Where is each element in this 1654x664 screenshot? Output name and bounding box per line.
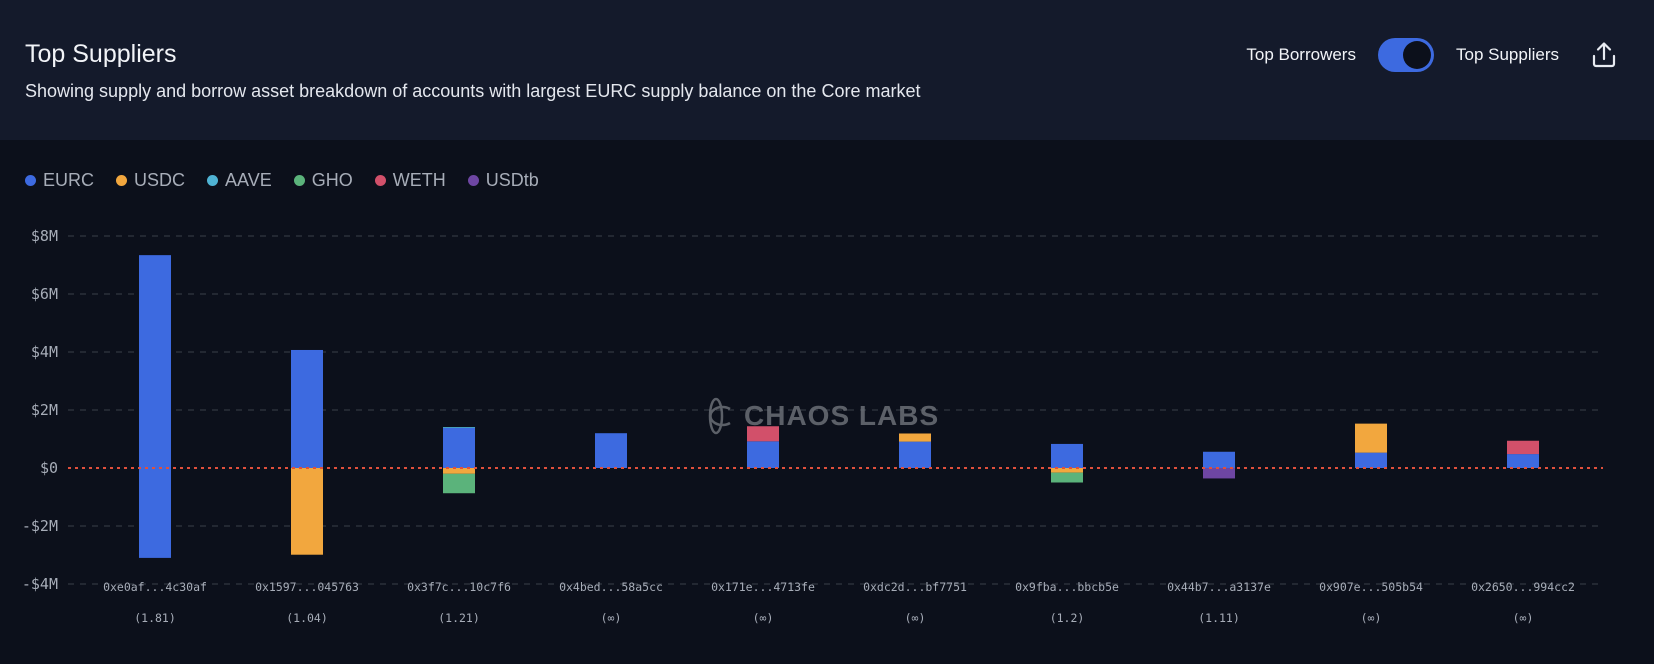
legend-label: WETH bbox=[392, 170, 446, 190]
x-tick-label-address: 0xdc2d...bf7751 bbox=[863, 580, 967, 594]
legend-dot-icon bbox=[374, 175, 386, 186]
bar-segment-eurc-supply bbox=[1051, 443, 1083, 468]
page-title: Top Suppliers bbox=[25, 40, 177, 68]
x-tick-label-address: 0xe0af...4c30af bbox=[103, 580, 207, 594]
legend-item-weth[interactable]: WETH bbox=[374, 170, 446, 191]
y-tick-label: $8M bbox=[31, 227, 58, 245]
bar-segment-eurc-supply bbox=[1203, 451, 1235, 468]
bar-segment-usdc-supply bbox=[1355, 423, 1387, 453]
x-tick-label-address: 0x907e...505b54 bbox=[1319, 580, 1423, 594]
legend-item-gho[interactable]: GHO bbox=[293, 170, 353, 191]
legend-dot-icon bbox=[467, 175, 479, 186]
x-tick-label-health-factor: (∞) bbox=[601, 611, 622, 625]
bar-segment-weth-supply bbox=[1507, 440, 1539, 455]
bar-segment-usdc-borrow bbox=[291, 468, 323, 555]
bar-segment-usdc-supply bbox=[899, 433, 931, 442]
legend-item-eurc[interactable]: EURC bbox=[25, 170, 94, 191]
bar-segment-weth-supply bbox=[747, 426, 779, 442]
view-controls: Top Borrowers Top Suppliers bbox=[1246, 38, 1619, 72]
bar-segment-eurc-supply bbox=[1355, 452, 1387, 468]
bar-segment-eurc-supply bbox=[443, 427, 475, 468]
bar-segment-gho-borrow bbox=[443, 473, 475, 494]
toggle-label-top-suppliers[interactable]: Top Suppliers bbox=[1455, 45, 1559, 64]
x-tick-label-address: 0x4bed...58a5cc bbox=[559, 580, 663, 594]
legend-label: GHO bbox=[311, 170, 353, 190]
x-tick-label-health-factor: (∞) bbox=[1513, 611, 1534, 625]
legend-dot-icon bbox=[116, 175, 128, 186]
legend-dot-icon bbox=[293, 175, 305, 186]
x-tick-label-health-factor: (1.21) bbox=[438, 611, 480, 625]
toggle-knob bbox=[1402, 41, 1431, 69]
share-export-icon[interactable] bbox=[1589, 40, 1619, 70]
y-tick-label: -$4M bbox=[22, 575, 58, 593]
x-tick-label-address: 0x1597...045763 bbox=[255, 580, 359, 594]
bar-segment-eurc-supply bbox=[139, 255, 171, 468]
bar-segment-eurc-supply bbox=[899, 441, 931, 468]
x-tick-label-address: 0x2650...994cc2 bbox=[1471, 580, 1575, 594]
y-tick-label: $4M bbox=[31, 343, 58, 361]
legend-label: AAVE bbox=[225, 170, 272, 190]
bar-segment-eurc-borrow bbox=[139, 468, 171, 558]
toggle-label-top-borrowers[interactable]: Top Borrowers bbox=[1246, 45, 1356, 64]
legend-item-usdtb[interactable]: USDtb bbox=[467, 170, 539, 191]
page-subtitle: Showing supply and borrow asset breakdow… bbox=[25, 81, 921, 101]
legend-item-usdc[interactable]: USDC bbox=[116, 170, 185, 191]
chaos-labs-watermark: CHAOS LABS bbox=[700, 396, 939, 436]
x-tick-label-health-factor: (1.11) bbox=[1198, 611, 1240, 625]
bar-segment-eurc-supply bbox=[1507, 454, 1539, 468]
legend-dot-icon bbox=[207, 175, 219, 186]
x-tick-label-health-factor: (∞) bbox=[1361, 611, 1382, 625]
bar-segment-usdc-borrow bbox=[1051, 468, 1083, 473]
x-tick-label-health-factor: (1.81) bbox=[134, 611, 176, 625]
bar-segment-eurc-supply bbox=[747, 441, 779, 468]
legend-dot-icon bbox=[25, 175, 36, 186]
bar-segment-eurc-supply bbox=[595, 433, 627, 468]
bar-segment-usdtb-borrow bbox=[1203, 468, 1235, 479]
bar-segment-eurc-supply bbox=[291, 349, 323, 468]
legend-label: USDtb bbox=[485, 170, 539, 190]
y-tick-label: $0 bbox=[40, 459, 58, 477]
x-tick-label-health-factor: (∞) bbox=[753, 611, 774, 625]
borrowers-suppliers-toggle[interactable] bbox=[1377, 38, 1434, 72]
header: Top Suppliers Showing supply and borrow … bbox=[0, 0, 1654, 140]
x-tick-label-address: 0x3f7c...10c7f6 bbox=[407, 580, 511, 594]
y-tick-label: $6M bbox=[31, 285, 58, 303]
chaos-labs-logo-icon bbox=[708, 397, 731, 435]
legend-label: USDC bbox=[134, 170, 186, 190]
legend-label: EURC bbox=[43, 170, 95, 190]
y-tick-label: $2M bbox=[31, 401, 58, 419]
x-tick-label-address: 0x44b7...a3137e bbox=[1167, 580, 1271, 594]
x-tick-label-health-factor: (1.2) bbox=[1050, 611, 1085, 625]
chart-legend: EURC USDC AAVE GHO WETH USDtb bbox=[25, 170, 539, 191]
bar-segment-aave-supply bbox=[443, 427, 475, 428]
bar-segment-gho-borrow bbox=[1051, 472, 1083, 483]
x-tick-label-address: 0x9fba...bbcb5e bbox=[1015, 580, 1119, 594]
x-tick-label-health-factor: (∞) bbox=[905, 611, 926, 625]
legend-item-aave[interactable]: AAVE bbox=[207, 170, 272, 191]
bar-segment-usdc-borrow bbox=[443, 468, 475, 474]
x-tick-label-health-factor: (1.04) bbox=[286, 611, 328, 625]
watermark-text: CHAOS LABS bbox=[744, 400, 940, 431]
x-tick-label-address: 0x171e...4713fe bbox=[711, 580, 815, 594]
y-tick-label: -$2M bbox=[22, 517, 58, 535]
